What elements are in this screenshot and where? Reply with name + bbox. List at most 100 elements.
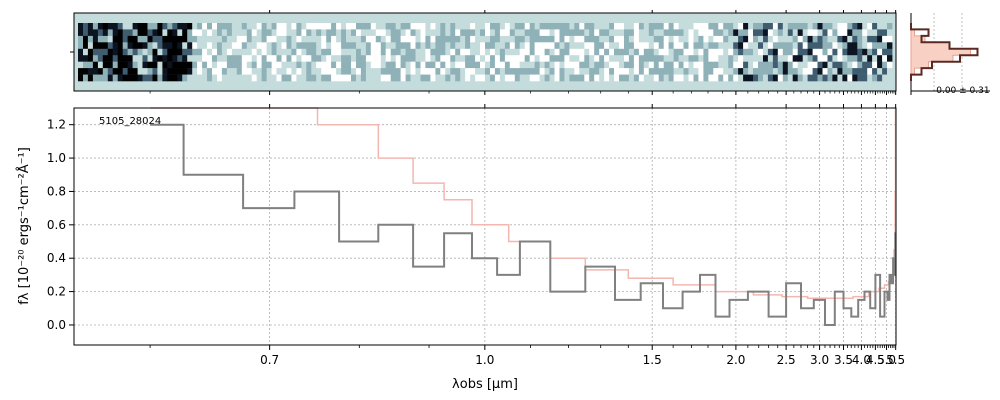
heatmap-cell — [380, 74, 387, 82]
heatmap-cell — [400, 42, 406, 49]
heatmap-cell — [326, 48, 332, 56]
heatmap-cell — [648, 74, 655, 82]
heatmap-cell — [822, 42, 828, 49]
heatmap-cell — [882, 29, 888, 37]
heatmap-cell — [678, 35, 684, 43]
heatmap-cell — [122, 55, 129, 62]
heatmap-cell — [360, 23, 367, 30]
heatmap-cell — [802, 23, 809, 30]
heatmap-cell — [97, 42, 104, 49]
heatmap-cell — [584, 74, 590, 82]
heatmap-cell — [748, 48, 754, 56]
heatmap-cell — [202, 68, 208, 75]
heatmap-cell — [673, 42, 679, 49]
heatmap-cell — [777, 61, 784, 69]
heatmap-cell — [663, 74, 670, 82]
heatmap-cell — [276, 74, 282, 82]
heatmap-cell — [763, 29, 769, 37]
heatmap-cell — [643, 35, 650, 43]
heatmap-cell — [490, 74, 496, 82]
heatmap-cell — [217, 61, 223, 69]
heatmap-cell — [743, 35, 749, 43]
heatmap-cell — [504, 74, 511, 82]
heatmap-cell — [703, 61, 709, 69]
heatmap-cell — [415, 23, 421, 30]
heatmap-cell — [763, 42, 769, 49]
heatmap-cell — [549, 29, 555, 37]
heatmap-cell — [281, 68, 287, 75]
heatmap-cell — [127, 48, 133, 56]
heatmap-cell — [231, 23, 238, 30]
heatmap-cell — [693, 68, 699, 75]
x-tick-label: 2.5 — [777, 353, 796, 367]
heatmap-cell — [212, 68, 218, 75]
heatmap-cell — [490, 55, 496, 62]
heatmap-cell — [817, 35, 823, 43]
heatmap-cell — [122, 23, 129, 30]
heatmap-cell — [658, 35, 665, 43]
y-tick-label: 1.0 — [47, 151, 66, 165]
heatmap-cell — [509, 29, 516, 37]
heatmap-cell — [797, 61, 804, 69]
heatmap-cell — [445, 23, 451, 30]
heatmap-cell — [534, 55, 540, 62]
heatmap-cell — [514, 23, 521, 30]
heatmap-cell — [112, 48, 119, 56]
heatmap-cell — [306, 42, 312, 49]
heatmap-cell — [787, 23, 794, 30]
heatmap-cell — [733, 55, 739, 62]
heatmap-cell — [529, 35, 536, 43]
heatmap-cell — [395, 48, 402, 56]
heatmap-cell — [743, 48, 749, 56]
heatmap-cell — [182, 42, 188, 49]
heatmap-cell — [465, 29, 471, 37]
heatmap-cell — [87, 68, 94, 75]
heatmap-cell — [425, 55, 431, 62]
heatmap-cell — [529, 55, 536, 62]
heatmap-cell — [614, 68, 620, 75]
heatmap-cell — [733, 29, 739, 37]
heatmap-cell — [450, 68, 456, 75]
heatmap-cell — [877, 68, 883, 75]
heatmap-cell — [480, 48, 486, 56]
heatmap-cell — [455, 23, 461, 30]
heatmap-cell — [499, 55, 506, 62]
heatmap-cell — [122, 68, 129, 75]
heatmap-cell — [192, 23, 198, 30]
heatmap-cell — [529, 48, 536, 56]
heatmap-cell — [296, 42, 302, 49]
heatmap-cell — [246, 68, 253, 75]
heatmap-cell — [683, 74, 689, 82]
heatmap-cell — [584, 55, 590, 62]
heatmap-cell — [539, 48, 545, 56]
heatmap-cell — [410, 48, 416, 56]
heatmap-cell — [97, 68, 104, 75]
heatmap-cell — [400, 48, 406, 56]
heatmap-cell — [246, 29, 253, 37]
heatmap-cell — [465, 35, 471, 43]
heatmap-cell — [380, 55, 387, 62]
heatmap-cell — [718, 55, 724, 62]
heatmap-cell — [753, 23, 759, 30]
heatmap-cell — [162, 35, 168, 43]
heatmap-cell — [499, 35, 506, 43]
heatmap-cell — [633, 29, 640, 37]
heatmap-cell — [792, 55, 799, 62]
heatmap-cell — [564, 68, 570, 75]
heatmap-cell — [157, 74, 163, 82]
heatmap-cell — [549, 23, 555, 30]
heatmap-cell — [807, 48, 813, 56]
heatmap-cell — [395, 23, 402, 30]
heatmap-cell — [514, 61, 521, 69]
heatmap-cell — [628, 23, 635, 30]
heatmap-cell — [693, 74, 699, 82]
heatmap-cell — [336, 74, 342, 82]
heatmap-cell — [475, 42, 481, 49]
heatmap-cell — [529, 68, 536, 75]
heatmap-cell — [653, 55, 660, 62]
heatmap-cell — [728, 35, 734, 43]
heatmap-cell — [137, 42, 143, 49]
heatmap-cell — [370, 48, 377, 56]
heatmap-cell — [599, 23, 605, 30]
heatmap-cell — [415, 68, 421, 75]
